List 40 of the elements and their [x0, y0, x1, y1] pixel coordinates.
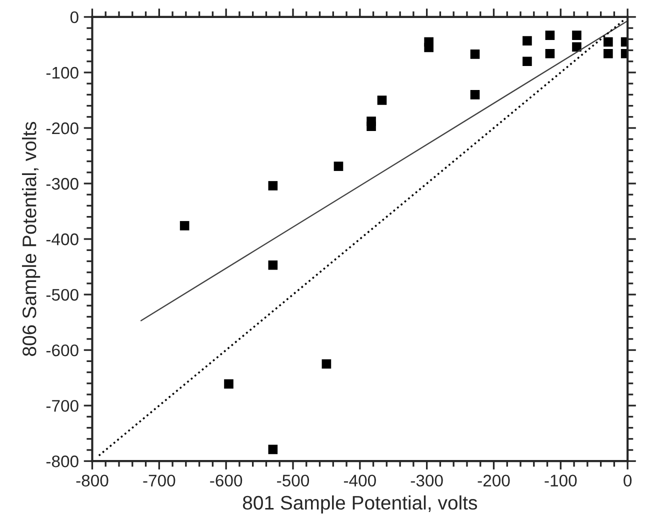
- point: [470, 90, 480, 100]
- x-axis-title: 801 Sample Potential, volts: [242, 495, 478, 514]
- x-tick-label: -700: [143, 474, 176, 487]
- point: [377, 96, 387, 105]
- y-tick-label: 0: [70, 11, 78, 24]
- y-tick-label: -800: [46, 456, 78, 468]
- point: [470, 50, 480, 59]
- y-tick-label: -100: [46, 66, 78, 79]
- point: [180, 221, 190, 230]
- point: [268, 260, 278, 270]
- y-axis-title: 806 Sample Potential, volts: [22, 122, 40, 356]
- y-tick-label: -700: [46, 400, 78, 412]
- y-tick-label: -600: [46, 344, 78, 356]
- point: [424, 42, 434, 52]
- x-tick-label: -100: [544, 474, 577, 487]
- point: [268, 181, 278, 190]
- point: [334, 162, 344, 171]
- x-tick-label: -400: [344, 474, 376, 487]
- x-tick-label: -300: [410, 474, 443, 487]
- x-tick-label: -600: [210, 474, 242, 487]
- y-tick-label: -400: [46, 233, 78, 246]
- point: [224, 379, 234, 389]
- y-tick-label: -300: [46, 178, 78, 190]
- point: [522, 36, 532, 46]
- point: [522, 56, 532, 66]
- point: [572, 42, 582, 52]
- x-tick-label: 0: [624, 474, 632, 487]
- y-tick-label: -500: [46, 288, 78, 301]
- x-tick-label: -800: [76, 474, 108, 487]
- point: [604, 37, 613, 47]
- point: [604, 48, 613, 58]
- y-tick-label: -200: [46, 122, 78, 134]
- point: [366, 122, 376, 131]
- point: [545, 48, 555, 58]
- point: [268, 444, 278, 454]
- x-tick-label: -500: [277, 474, 310, 487]
- x-tick-label: -200: [478, 474, 510, 487]
- point: [572, 30, 582, 40]
- point: [322, 359, 332, 369]
- point: [545, 30, 555, 40]
